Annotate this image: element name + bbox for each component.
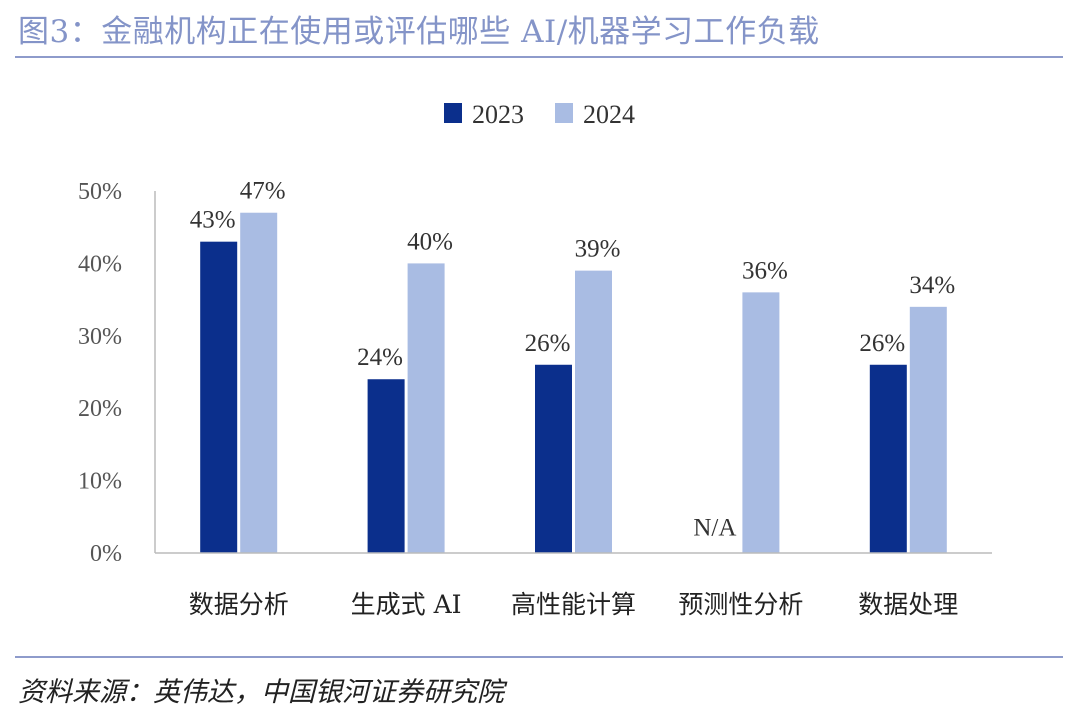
bar-2023 — [367, 379, 405, 553]
x-category-label: 数据处理 — [858, 590, 958, 619]
bar-2023 — [535, 364, 572, 553]
y-axis: 0% 10% 20% 30% 40% 50% — [78, 179, 156, 567]
bar-2024 — [909, 306, 947, 553]
source-note: 资料来源：英伟达，中国银河证券研究院 — [18, 677, 504, 708]
bars — [200, 212, 947, 553]
y-tick-label: 30% — [78, 324, 122, 350]
legend: 2023 2024 — [444, 100, 635, 129]
data-label-2024: 36% — [742, 257, 788, 284]
data-label-2023: 26% — [859, 330, 905, 357]
legend-swatch-2023 — [444, 103, 462, 123]
x-category-label: 预测性分析 — [678, 590, 803, 619]
top-rule — [15, 56, 1063, 58]
data-label-2023: 24% — [357, 344, 403, 371]
data-label-2023: 26% — [525, 330, 571, 357]
x-category-label: 数据分析 — [189, 590, 289, 619]
legend-swatch-2024 — [555, 103, 573, 123]
bar-2024 — [240, 212, 278, 553]
data-label-2024: 34% — [909, 272, 955, 299]
y-tick-label: 20% — [78, 396, 122, 422]
data-label-2024: 40% — [407, 228, 453, 255]
bar-2024 — [742, 292, 780, 553]
data-label-2024: 39% — [575, 236, 621, 263]
data-label-2024: 47% — [240, 178, 286, 205]
data-label-2023: N/A — [693, 514, 736, 541]
x-axis: 数据分析 生成式 AI 高性能计算 预测性分析 数据处理 — [155, 552, 992, 619]
bar-2023 — [200, 241, 238, 553]
y-tick-label: 50% — [78, 179, 122, 205]
y-tick-label: 10% — [78, 469, 122, 495]
y-tick-label: 0% — [90, 541, 122, 567]
bar-2024 — [575, 270, 612, 553]
x-category-label: 高性能计算 — [511, 590, 636, 619]
data-labels: 43%47% 24% 40% 26% 39% N/A 36% 26% 34% — [190, 178, 955, 542]
bar-2023 — [869, 364, 907, 553]
bar-chart: 2023 2024 0% 10% 20% 30% 40% 50% 43%47% 24% 40% 2… — [78, 100, 992, 619]
figure-title: 图3：金融机构正在使用或评估哪些 AI/机器学习工作负载 — [18, 14, 820, 50]
bottom-rule — [15, 656, 1063, 658]
legend-label-2024: 2024 — [583, 100, 635, 129]
bar-2024 — [407, 263, 445, 553]
x-category-label: 生成式 AI — [351, 590, 462, 619]
data-label-2023: 43% — [190, 207, 236, 234]
legend-label-2023: 2023 — [472, 100, 524, 129]
y-tick-label: 40% — [78, 251, 122, 277]
